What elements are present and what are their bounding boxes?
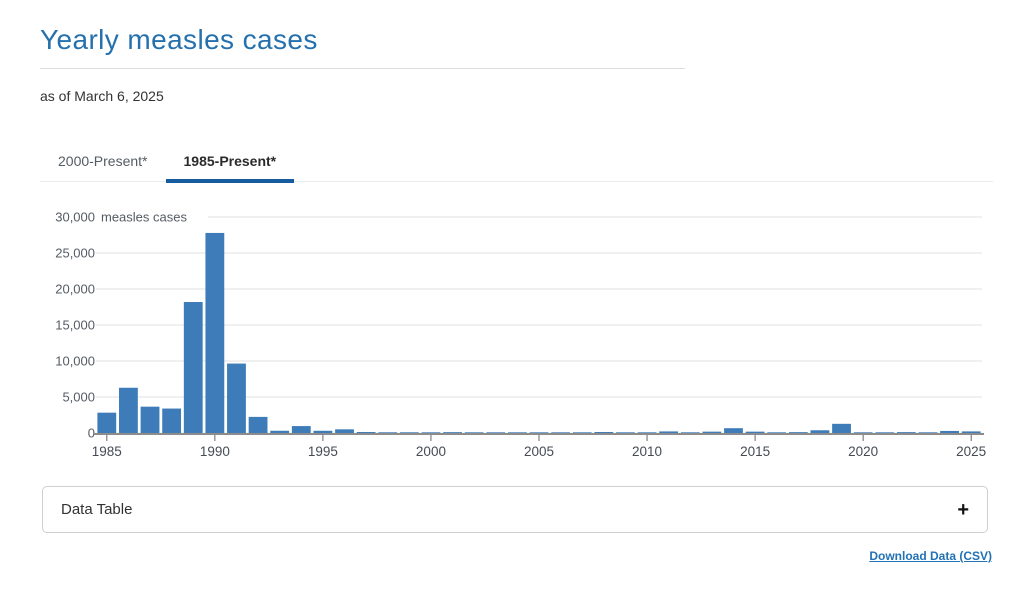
x-tick-label-2020: 2020 — [848, 444, 878, 459]
bar-2012 — [680, 432, 700, 433]
y-tick-label: 15,000 — [55, 318, 95, 333]
bar-2011 — [659, 431, 679, 433]
bar-2014 — [724, 428, 743, 433]
bar-2020 — [853, 432, 873, 433]
x-tick-label-2010: 2010 — [632, 444, 662, 459]
x-tick-label-1985: 1985 — [92, 444, 122, 459]
tab-2000-present[interactable]: 2000-Present* — [58, 153, 148, 169]
bar-2002 — [464, 432, 484, 433]
y-tick-label: 5,000 — [62, 390, 95, 405]
bar-2003 — [486, 432, 506, 433]
data-table-accordion[interactable]: Data Table + — [42, 486, 988, 533]
bar-1994 — [291, 426, 311, 433]
bar-2023 — [918, 432, 938, 433]
bar-1985 — [97, 412, 117, 433]
y-axis-unit-label: measles cases — [101, 210, 187, 225]
bar-1986 — [119, 387, 138, 433]
bar-1987 — [140, 406, 160, 433]
x-tick-label-1990: 1990 — [200, 444, 230, 459]
bar-2013 — [702, 431, 722, 433]
y-tick-label: 10,000 — [55, 354, 95, 369]
bar-1997 — [356, 432, 376, 433]
bar-1989 — [183, 302, 203, 433]
y-tick-label: 30,000 — [55, 210, 95, 225]
bar-2022 — [896, 432, 916, 433]
bar-2018 — [810, 430, 830, 433]
bar-2017 — [788, 432, 808, 433]
bar-2025 — [961, 431, 981, 433]
bar-1996 — [335, 429, 354, 433]
bar-1991 — [227, 363, 246, 433]
bar-2019 — [832, 423, 851, 433]
bar-2006 — [551, 432, 571, 433]
bar-2021 — [875, 432, 895, 433]
y-tick-label: 0 — [88, 426, 95, 441]
bar-2005 — [529, 432, 549, 433]
y-tick-label: 20,000 — [55, 282, 95, 297]
measles-bar-chart: 0 5,000 10,000 15,000 20,000 25,000 30,000 meas… — [30, 203, 1015, 460]
download-csv-link[interactable]: Download Data (CSV) — [869, 549, 992, 563]
x-tick-label-2005: 2005 — [524, 444, 554, 459]
bar-2000 — [421, 432, 441, 433]
bar-1993 — [270, 430, 290, 433]
tab-1985-present[interactable]: 1985-Present* — [165, 142, 295, 183]
page-title: Yearly measles cases — [40, 24, 318, 55]
bar-2024 — [940, 430, 959, 433]
bar-chart-svg: 0 5,000 10,000 15,000 20,000 25,000 30,000 meas… — [55, 210, 986, 460]
bar-1995 — [313, 430, 333, 433]
x-tick-label-2000: 2000 — [416, 444, 446, 459]
bar-2001 — [443, 432, 462, 433]
bar-2015 — [745, 431, 765, 433]
x-tick-label-2015: 2015 — [740, 444, 770, 459]
bar-2008 — [594, 431, 614, 433]
plus-icon[interactable]: + — [957, 498, 969, 521]
as-of-date: as of March 6, 2025 — [40, 88, 164, 104]
time-range-tabs: 2000-Present* 1985-Present* — [40, 142, 993, 183]
bar-2009 — [616, 432, 635, 433]
bar-2010 — [637, 432, 657, 433]
bar-2016 — [767, 432, 787, 433]
bar-2007 — [572, 432, 592, 433]
x-tick-label-2025: 2025 — [956, 444, 986, 459]
bar-1998 — [378, 432, 398, 433]
bar-1988 — [162, 408, 182, 433]
data-table-label: Data Table — [61, 501, 133, 518]
title-divider — [40, 68, 685, 69]
bar-1990 — [205, 232, 225, 433]
y-tick-label: 25,000 — [55, 246, 95, 261]
x-tick-label-1995: 1995 — [308, 444, 338, 459]
bar-1999 — [399, 432, 419, 433]
download-row: Download Data (CSV) — [869, 547, 992, 565]
bar-1992 — [248, 416, 268, 433]
bar-2004 — [507, 432, 527, 433]
